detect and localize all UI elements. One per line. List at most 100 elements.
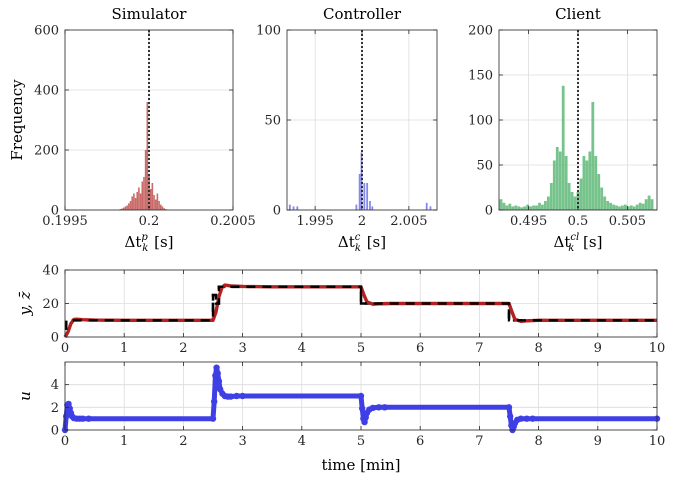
histogram-bar — [618, 206, 621, 210]
y-tick-label: 4 — [51, 378, 59, 393]
y-tick-label: 2 — [51, 401, 59, 416]
y-axis-label: Frequency — [8, 79, 26, 161]
histogram-panel-simulator: 0.1995 0.2 0.2005 0 200 400 600 Simulator Δtp k [… — [8, 5, 256, 254]
histogram-bar — [161, 206, 164, 210]
x-axis-label-unit: [s] — [578, 233, 602, 251]
histogram-bar — [499, 199, 503, 210]
histogram-bar — [555, 147, 559, 210]
y-tick-label: 0 — [273, 204, 281, 219]
x-tick-label: 9 — [594, 341, 602, 356]
histogram-bar — [549, 183, 553, 210]
histogram-bar — [134, 198, 137, 210]
x-axis-label-main: Δt — [554, 233, 571, 251]
histogram-bar — [508, 203, 512, 210]
histogram-bar — [546, 196, 550, 210]
histogram-bar — [591, 102, 595, 210]
histogram-panel-client: 0.495 0.5 0.505 0 50 100 150 200 Client Δtcl k [s] — [468, 5, 658, 254]
histogram-bar — [529, 206, 533, 210]
histogram-bar — [141, 181, 144, 210]
x-tick-label: 7 — [475, 434, 483, 449]
x-tick-label: 0.495 — [510, 214, 547, 229]
input-marker — [358, 405, 366, 412]
y-tick-label: 0 — [51, 204, 59, 219]
x-axis-label-sub: k — [568, 243, 574, 254]
histogram-bar — [567, 183, 571, 210]
x-axis-label: Δtp k [s] — [124, 232, 173, 254]
histogram-bar — [579, 178, 583, 210]
histogram-bar — [363, 183, 366, 210]
x-tick-label: 8 — [534, 341, 542, 356]
x-axis-label-sub: k — [142, 243, 148, 254]
x-tick-label: 2 — [179, 341, 187, 356]
histogram-panel-controller: 1.995 2 2.005 0 50 100 Controller Δtc k [s] — [256, 5, 438, 254]
output-series-line — [63, 283, 657, 338]
x-tick-label: 2 — [358, 214, 366, 229]
histogram-bar — [535, 205, 538, 210]
histogram-bar — [355, 204, 358, 210]
histogram-bar — [358, 174, 361, 210]
histogram-bar — [609, 202, 612, 210]
x-tick-label: 7 — [475, 341, 483, 356]
x-axis-label: Δtcl k [s] — [554, 232, 603, 254]
histogram-bar — [621, 205, 624, 210]
x-tick-label: 3 — [238, 341, 246, 356]
histogram-bar — [360, 152, 363, 210]
input-marker — [517, 415, 525, 422]
histogram-bar — [425, 202, 428, 210]
histogram-bar — [288, 204, 291, 210]
x-tick-label: 6 — [416, 434, 424, 449]
histogram-bar — [123, 207, 125, 210]
histogram-bar — [119, 209, 122, 210]
histogram-bar — [517, 206, 521, 210]
y-tick-label: 0 — [51, 424, 59, 439]
chart-title: Controller — [323, 5, 402, 23]
histogram-bar — [573, 196, 577, 210]
histogram-bar — [585, 160, 589, 210]
y-tick-label: 50 — [476, 159, 493, 174]
output-tracking-panel: 0 1 2 3 4 5 6 7 8 9 10 0 20 40 y, z̄ — [16, 264, 665, 357]
x-tick-label: 5 — [357, 434, 365, 449]
x-tick-label: 0 — [61, 434, 69, 449]
y-axis-label: y, z̄ — [16, 291, 34, 316]
histogram-bar — [366, 183, 369, 210]
x-axis-label-sup: p — [141, 232, 148, 243]
histogram-bar — [163, 208, 165, 210]
histogram-bar — [138, 187, 140, 210]
input-marker — [506, 413, 514, 420]
histogram-bar — [532, 205, 535, 210]
reference-series-overlay — [64, 285, 657, 330]
histogram-bar — [128, 203, 130, 210]
input-marker — [227, 393, 234, 400]
histogram-bar — [626, 206, 630, 210]
histogram-bar — [154, 199, 157, 210]
x-tick-label: 1 — [120, 434, 128, 449]
histogram-bar — [505, 205, 509, 210]
x-tick-label: 2 — [179, 434, 187, 449]
x-axis-label-main: Δt — [124, 233, 141, 251]
x-tick-label: 1.995 — [297, 214, 334, 229]
y-tick-label: 0 — [51, 331, 59, 346]
histogram-bar — [131, 196, 133, 210]
histogram-bar — [158, 201, 160, 210]
histogram-bar — [606, 201, 610, 210]
x-tick-label: 1 — [120, 341, 128, 356]
input-marker — [239, 392, 246, 400]
y-tick-label: 20 — [42, 297, 59, 312]
histogram-bar — [544, 201, 547, 210]
x-tick-label: 4 — [298, 341, 306, 356]
x-tick-label: 2.005 — [390, 214, 427, 229]
input-marker — [523, 415, 530, 422]
input-marker — [79, 415, 86, 422]
input-marker — [505, 404, 513, 411]
y-tick-label: 150 — [468, 69, 493, 84]
histogram-bar — [429, 206, 432, 210]
x-tick-label: 0.2 — [139, 214, 160, 229]
histogram-bar — [603, 196, 607, 210]
y-tick-label: 400 — [34, 84, 59, 99]
y-tick-label: 40 — [42, 264, 59, 279]
x-axis-label: time [min] — [321, 456, 400, 474]
histogram-bar — [594, 156, 598, 210]
histogram-bar — [526, 204, 530, 210]
histogram-bar — [133, 193, 135, 210]
